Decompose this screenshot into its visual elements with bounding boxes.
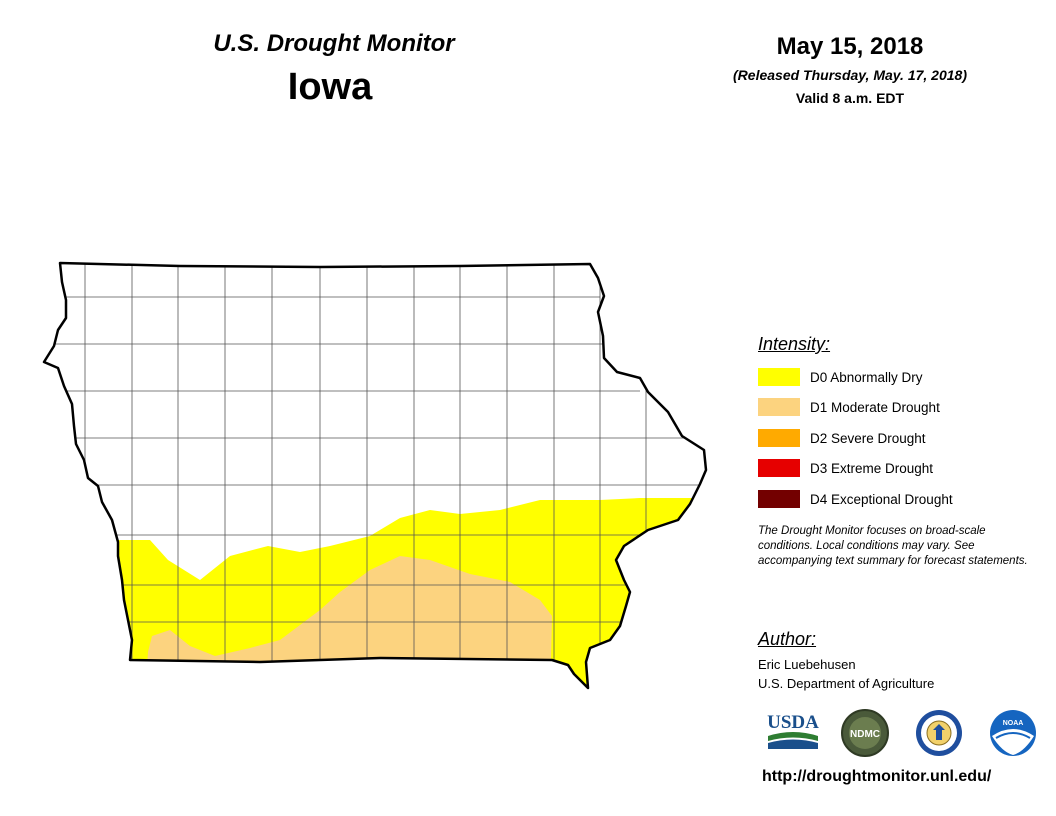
usda-logo-text: USDA: [767, 712, 819, 733]
iowa-drought-map: [42, 261, 708, 690]
ndmc-logo-text: NDMC: [850, 729, 880, 740]
legend-item-d1: D1 Moderate Drought: [758, 396, 940, 418]
disclaimer-note: The Drought Monitor focuses on broad-sca…: [758, 525, 1028, 567]
legend-label-d3: D3 Extreme Drought: [810, 460, 934, 476]
legend-label-d2: D2 Severe Drought: [810, 430, 926, 446]
commerce-seal-logo: [916, 710, 962, 756]
legend-swatch-d0: [758, 368, 800, 386]
state-border: [42, 261, 708, 690]
legend-heading: Intensity:: [758, 334, 831, 354]
usda-logo: USDA: [767, 712, 819, 749]
author-organization: U.S. Department of Agriculture: [758, 676, 935, 691]
author-heading: Author:: [758, 629, 817, 649]
author-name: Eric Luebehusen: [758, 657, 856, 672]
release-date: (Released Thursday, May. 17, 2018): [733, 67, 967, 83]
valid-time: Valid 8 a.m. EDT: [795, 90, 905, 106]
legend-swatch-d4: [758, 490, 800, 508]
legend-swatch-d2: [758, 429, 800, 447]
legend-swatch-d1: [758, 398, 800, 416]
noaa-logo-text: NOAA: [1003, 720, 1024, 727]
legend-item-d4: D4 Exceptional Drought: [758, 488, 953, 510]
legend-label-d4: D4 Exceptional Drought: [810, 491, 953, 507]
legend-item-d2: D2 Severe Drought: [758, 427, 926, 449]
state-name: Iowa: [287, 66, 373, 108]
legend-label-d0: D0 Abnormally Dry: [810, 369, 923, 385]
map-title: U.S. Drought Monitor: [213, 30, 455, 57]
legend-item-d3: D3 Extreme Drought: [758, 457, 933, 479]
noaa-logo: NOAA: [990, 710, 1036, 756]
website-url[interactable]: http://droughtmonitor.unl.edu/: [762, 768, 992, 785]
map-date: May 15, 2018: [776, 33, 924, 60]
legend-label-d1: D1 Moderate Drought: [810, 399, 940, 415]
legend-item-d0: D0 Abnormally Dry: [758, 366, 923, 388]
ndmc-logo: NDMC: [841, 709, 889, 757]
legend-swatch-d3: [758, 459, 800, 477]
